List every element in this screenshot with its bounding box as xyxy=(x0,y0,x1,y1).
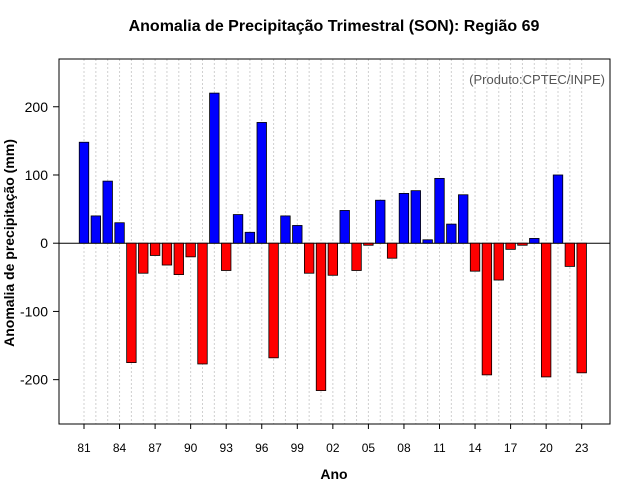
bar-1981 xyxy=(78,141,90,244)
chart-title: Anomalia de Precipitação Trimestral (SON… xyxy=(128,18,540,35)
bar-1997 xyxy=(268,242,279,359)
bar-2014 xyxy=(469,242,481,272)
plot-frame xyxy=(58,58,611,425)
bar-1993 xyxy=(221,242,232,271)
y-axis: -200 -100 0 100 200 xyxy=(20,99,59,388)
bar-2002 xyxy=(327,242,339,276)
product-annotation: (Produto:CPTEC/INPE) xyxy=(469,72,605,87)
bar-1999 xyxy=(292,225,303,244)
x-tick-label: 11 xyxy=(433,441,446,455)
x-tick-label: 81 xyxy=(77,441,91,455)
vertical-grid xyxy=(83,59,583,424)
bar-1988 xyxy=(161,242,173,266)
bar-2006 xyxy=(375,199,386,244)
x-tick-label: 90 xyxy=(184,441,198,455)
x-tick-label: 84 xyxy=(113,441,127,455)
y-tick-label: -100 xyxy=(20,303,48,319)
x-tick-label: 96 xyxy=(255,441,269,455)
y-tick-label: -200 xyxy=(20,372,48,388)
bar-2017 xyxy=(505,242,516,250)
y-tick-label: 0 xyxy=(40,235,48,251)
x-tick-label: 99 xyxy=(291,441,305,455)
bar-1996 xyxy=(256,122,267,244)
bar-1986 xyxy=(138,242,149,274)
bars xyxy=(78,92,587,391)
bar-1983 xyxy=(102,180,113,244)
bar-2007 xyxy=(386,242,398,259)
bar-1992 xyxy=(209,92,220,244)
x-tick-label: 05 xyxy=(362,441,376,455)
x-tick-label: 14 xyxy=(468,441,482,455)
bar-2023 xyxy=(576,242,587,374)
bar-2008 xyxy=(398,193,410,244)
bar-1989 xyxy=(173,242,184,275)
y-tick-label: 100 xyxy=(25,167,49,183)
x-tick-label: 93 xyxy=(220,441,234,455)
bar-1982 xyxy=(90,215,101,244)
bar-2020 xyxy=(541,242,552,378)
bar-2001 xyxy=(315,242,327,391)
bar-2000 xyxy=(303,242,315,274)
x-tick-label: 17 xyxy=(504,441,518,455)
bar-1995 xyxy=(244,231,256,244)
bar-2018 xyxy=(517,242,528,246)
bar-2010 xyxy=(422,239,433,244)
x-tick-label: 08 xyxy=(397,441,411,455)
bar-2015 xyxy=(481,242,493,376)
bar-1987 xyxy=(149,242,161,256)
bar-2016 xyxy=(493,242,504,281)
bar-2021 xyxy=(552,174,564,244)
bar-1990 xyxy=(185,242,196,258)
bar-2013 xyxy=(458,194,469,244)
bar-1994 xyxy=(232,214,244,244)
bar-2004 xyxy=(351,242,362,271)
bar-1991 xyxy=(197,242,208,365)
bar-1998 xyxy=(280,215,291,244)
bar-1984 xyxy=(114,222,125,244)
x-axis: 81 84 87 90 93 96 99 02 05 08 11 14 17 20 23 xyxy=(77,424,589,455)
x-tick-label: 23 xyxy=(575,441,589,455)
bar-2012 xyxy=(446,223,457,244)
x-tick-label: 20 xyxy=(539,441,553,455)
bar-2005 xyxy=(363,242,374,246)
bar-2009 xyxy=(410,190,421,244)
x-tick-label: 02 xyxy=(326,441,340,455)
bar-2011 xyxy=(434,177,445,244)
bar-2022 xyxy=(564,242,575,267)
x-tick-label: 87 xyxy=(148,441,162,455)
bar-1985 xyxy=(126,242,137,363)
y-tick-label: 200 xyxy=(25,99,49,115)
bar-2019 xyxy=(529,238,540,244)
bar-2003 xyxy=(339,210,350,244)
x-axis-label: Ano xyxy=(320,466,348,482)
